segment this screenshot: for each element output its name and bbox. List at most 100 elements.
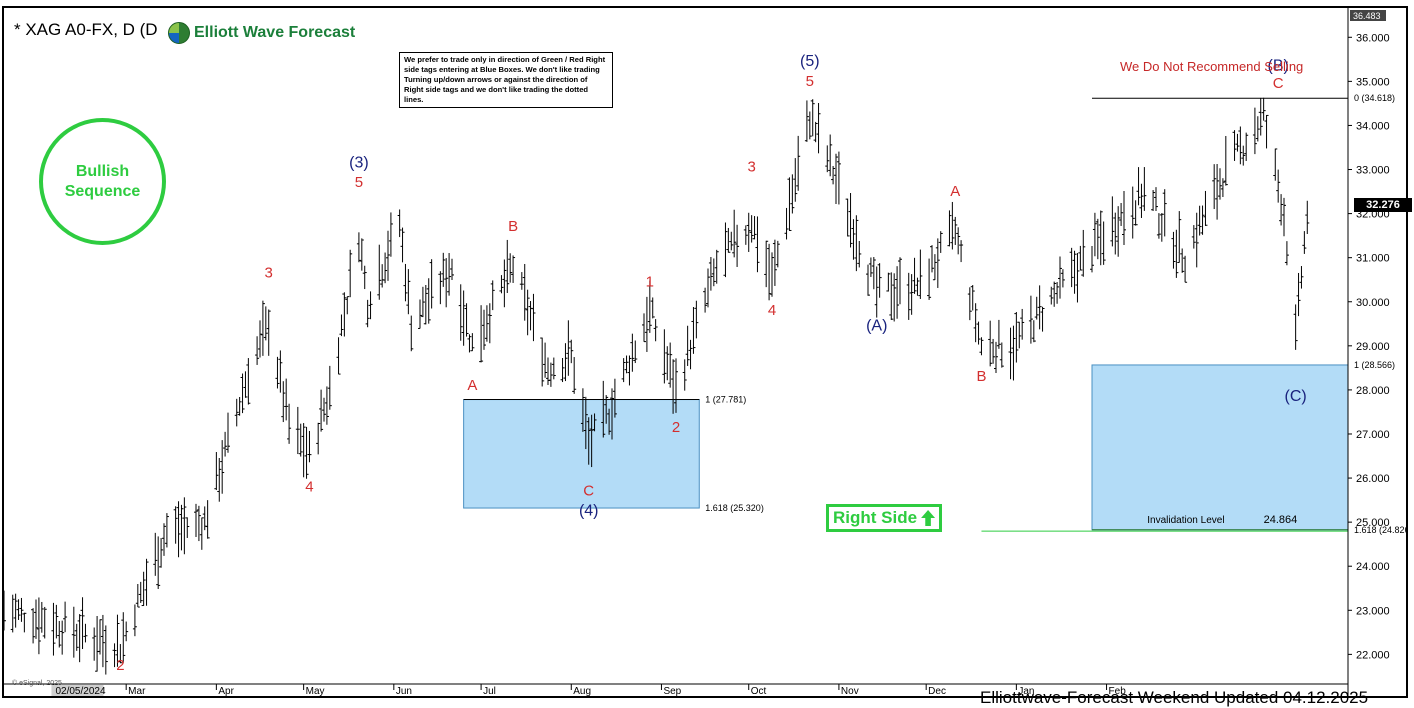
ohlc-bar [345, 296, 350, 315]
ohlc-bar [487, 303, 492, 344]
ohlc-bar [1159, 213, 1164, 242]
ohlc-bar [895, 266, 900, 319]
ohlc-bar [403, 263, 408, 302]
ohlc-bar [255, 336, 260, 365]
invalidation-value: 24.864 [1264, 514, 1298, 526]
ohlc-bar [522, 263, 527, 321]
ohlc-bar [1060, 269, 1065, 288]
ohlc-bar [1305, 200, 1310, 235]
ohlc-bar [592, 413, 597, 432]
ohlc-bar [60, 620, 65, 655]
ohlc-bar [418, 299, 422, 329]
last-price-tag: 32.276 [1354, 198, 1412, 212]
ohlc-bar [991, 338, 996, 364]
ohlc-bar [848, 193, 853, 248]
ohlc-bar [1174, 229, 1179, 278]
ohlc-bar [156, 536, 161, 589]
ohlc-bar [932, 254, 937, 281]
ohlc-bar [793, 158, 798, 202]
ohlc-bar [322, 397, 326, 422]
ohlc-bar [365, 299, 370, 328]
ohlc-bar [103, 625, 108, 675]
ohlc-bar [653, 319, 658, 342]
ohlc-bar [1180, 248, 1185, 273]
ohlc-bar [752, 216, 757, 240]
ohlc-bar [287, 403, 292, 444]
brand: Elliott Wave Forecast [168, 22, 355, 44]
x-tick-label: Nov [841, 686, 859, 696]
ohlc-bar [935, 238, 940, 288]
ohlc-bar [729, 231, 734, 251]
ohlc-bar [397, 209, 402, 238]
ohlc-bar [1183, 255, 1188, 283]
ohlc-bar [295, 406, 300, 455]
ohlc-bar [511, 255, 516, 283]
ohlc-bar [185, 517, 190, 538]
ohlc-bar [790, 174, 795, 214]
ohlc-bar [240, 373, 245, 414]
ohlc-bar [828, 134, 833, 177]
ohlc-bar [386, 230, 390, 281]
ohlc-bar [182, 497, 187, 555]
ohlc-bar [572, 357, 577, 394]
esignal-credit: © eSignal, 2025 [12, 680, 62, 687]
ohlc-bar [1119, 202, 1124, 226]
ohlc-bar [490, 280, 495, 311]
wave-label-14: 5 [806, 73, 814, 90]
ohlc-bar [796, 135, 801, 191]
y-axis-top-marker [1350, 10, 1386, 21]
ohlc-bar [74, 623, 79, 651]
ohlc-bar [1122, 190, 1126, 245]
ohlc-bar [528, 301, 533, 331]
ohlc-bar [706, 268, 710, 308]
ohlc-bar [976, 321, 981, 345]
ohlc-bar [429, 259, 434, 309]
price-chart[interactable]: 0 (34.618) 1 (27.781) 1.618 (25.320) 1 (28.… [4, 8, 1406, 696]
x-tick-label: Dec [928, 686, 946, 696]
wave-label-18: B [976, 368, 986, 385]
ohlc-bar [426, 278, 431, 324]
y-tick-label: 31.000 [1356, 253, 1390, 265]
ohlc-bar [787, 177, 792, 231]
ohlc-bar [263, 306, 268, 341]
ohlc-bar [831, 165, 836, 185]
ohlc-bar [1220, 178, 1225, 198]
ohlc-bar [1090, 246, 1094, 273]
ohlc-bar [810, 99, 815, 137]
ohlc-bar [1069, 247, 1074, 288]
trading-notice: We prefer to trade only in direction of … [399, 52, 613, 108]
ohlc-bar [162, 523, 166, 556]
ohlc-bar [467, 334, 472, 353]
y-tick-label: 22.000 [1356, 649, 1390, 661]
ohlc-bar [630, 333, 635, 372]
ohlc-bar [1244, 132, 1249, 162]
ohlc-bar [420, 286, 425, 318]
ohlc-bar [1037, 285, 1042, 330]
ohlc-bar [406, 269, 411, 315]
ohlc-bar [1191, 225, 1196, 249]
ohlc-bar [176, 501, 181, 558]
ohlc-bar [583, 396, 588, 450]
ohlc-bar [877, 263, 882, 298]
ohlc-bar [1232, 130, 1237, 161]
ohlc-bar [1203, 190, 1208, 226]
fib-label-3: 1.618 (25.320) [705, 503, 764, 513]
ohlc-bar [979, 337, 984, 356]
ohlc-bar [764, 240, 769, 288]
ohlc-bar [546, 357, 550, 386]
ohlc-bar [563, 343, 568, 382]
ohlc-bar [601, 380, 606, 438]
ohlc-bar [973, 303, 978, 343]
ohlc-bar [610, 388, 614, 440]
ohlc-bar [1101, 221, 1106, 265]
ohlc-bar [767, 243, 772, 301]
ohlc-bar [1072, 250, 1077, 294]
ohlc-bar [1098, 210, 1103, 266]
ohlc-bar [1241, 145, 1246, 166]
ohlc-bar [892, 273, 897, 322]
ohlc-bar [243, 371, 248, 398]
wave-label-7: B [508, 218, 518, 235]
ohlc-bar [953, 216, 958, 245]
ohlc-bar [39, 601, 44, 633]
ohlc-bar [348, 249, 353, 298]
